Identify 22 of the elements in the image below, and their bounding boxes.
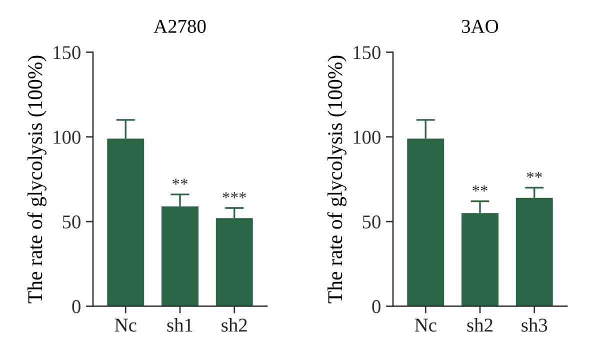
x-tick-label: sh2 — [467, 318, 492, 332]
y-tick-label: 50 — [62, 215, 80, 228]
chart-title: A2780 — [154, 20, 206, 33]
y-axis-title: The rate of glycolysis (100%) — [27, 56, 46, 304]
y-tick-label: 0 — [72, 300, 80, 314]
annotation: ** — [472, 185, 488, 192]
x-tick-label: Nc — [114, 318, 136, 332]
x-tick-label: sh1 — [167, 318, 192, 332]
annotation: *** — [222, 192, 246, 198]
annotation: ** — [526, 172, 542, 178]
x-tick-label: sh2 — [222, 318, 247, 332]
y-tick-label: 50 — [362, 215, 380, 228]
chart-title: 3AO — [462, 20, 498, 33]
y-tick-label: 100 — [354, 130, 380, 144]
y-axis-title: The rate of glycolysis (100%) — [327, 56, 346, 304]
annotation: ** — [172, 178, 188, 185]
x-tick-label: sh3 — [522, 318, 548, 332]
y-tick-label: 150 — [54, 46, 80, 60]
y-tick-label: 150 — [354, 46, 380, 60]
y-tick-label: 100 — [54, 130, 80, 144]
y-tick-label: 0 — [372, 300, 380, 314]
x-tick-label: Nc — [414, 318, 436, 332]
